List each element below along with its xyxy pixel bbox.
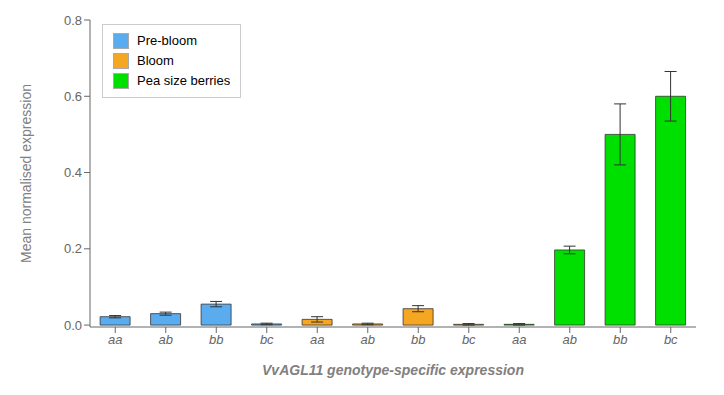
svg-text:0.2: 0.2 xyxy=(64,241,82,256)
svg-text:VvAGL11 genotype-specific expr: VvAGL11 genotype-specific expression xyxy=(262,362,524,378)
svg-text:Mean normalised expression: Mean normalised expression xyxy=(18,84,34,263)
svg-text:0.4: 0.4 xyxy=(64,165,82,180)
html-text:Bloom: Bloom xyxy=(137,53,174,68)
svg-text:ab: ab xyxy=(159,332,173,347)
svg-text:ab: ab xyxy=(361,332,375,347)
svg-text:aa: aa xyxy=(108,332,122,347)
svg-text:bb: bb xyxy=(209,332,223,347)
svg-text:aa: aa xyxy=(310,332,324,347)
svg-text:0.0: 0.0 xyxy=(64,318,82,333)
svg-text:0.6: 0.6 xyxy=(64,89,82,104)
svg-text:0.8: 0.8 xyxy=(64,13,82,28)
svg-text:bb: bb xyxy=(613,332,627,347)
svg-text:ab: ab xyxy=(563,332,577,347)
svg-text:bc: bc xyxy=(260,332,274,347)
svg-text:bc: bc xyxy=(664,332,678,347)
svg-text:bc: bc xyxy=(462,332,476,347)
html-text:Pre-bloom: Pre-bloom xyxy=(137,33,197,48)
svg-text:bb: bb xyxy=(411,332,425,347)
svg-text:aa: aa xyxy=(512,332,526,347)
html-text:Pea size berries: Pea size berries xyxy=(137,73,231,88)
